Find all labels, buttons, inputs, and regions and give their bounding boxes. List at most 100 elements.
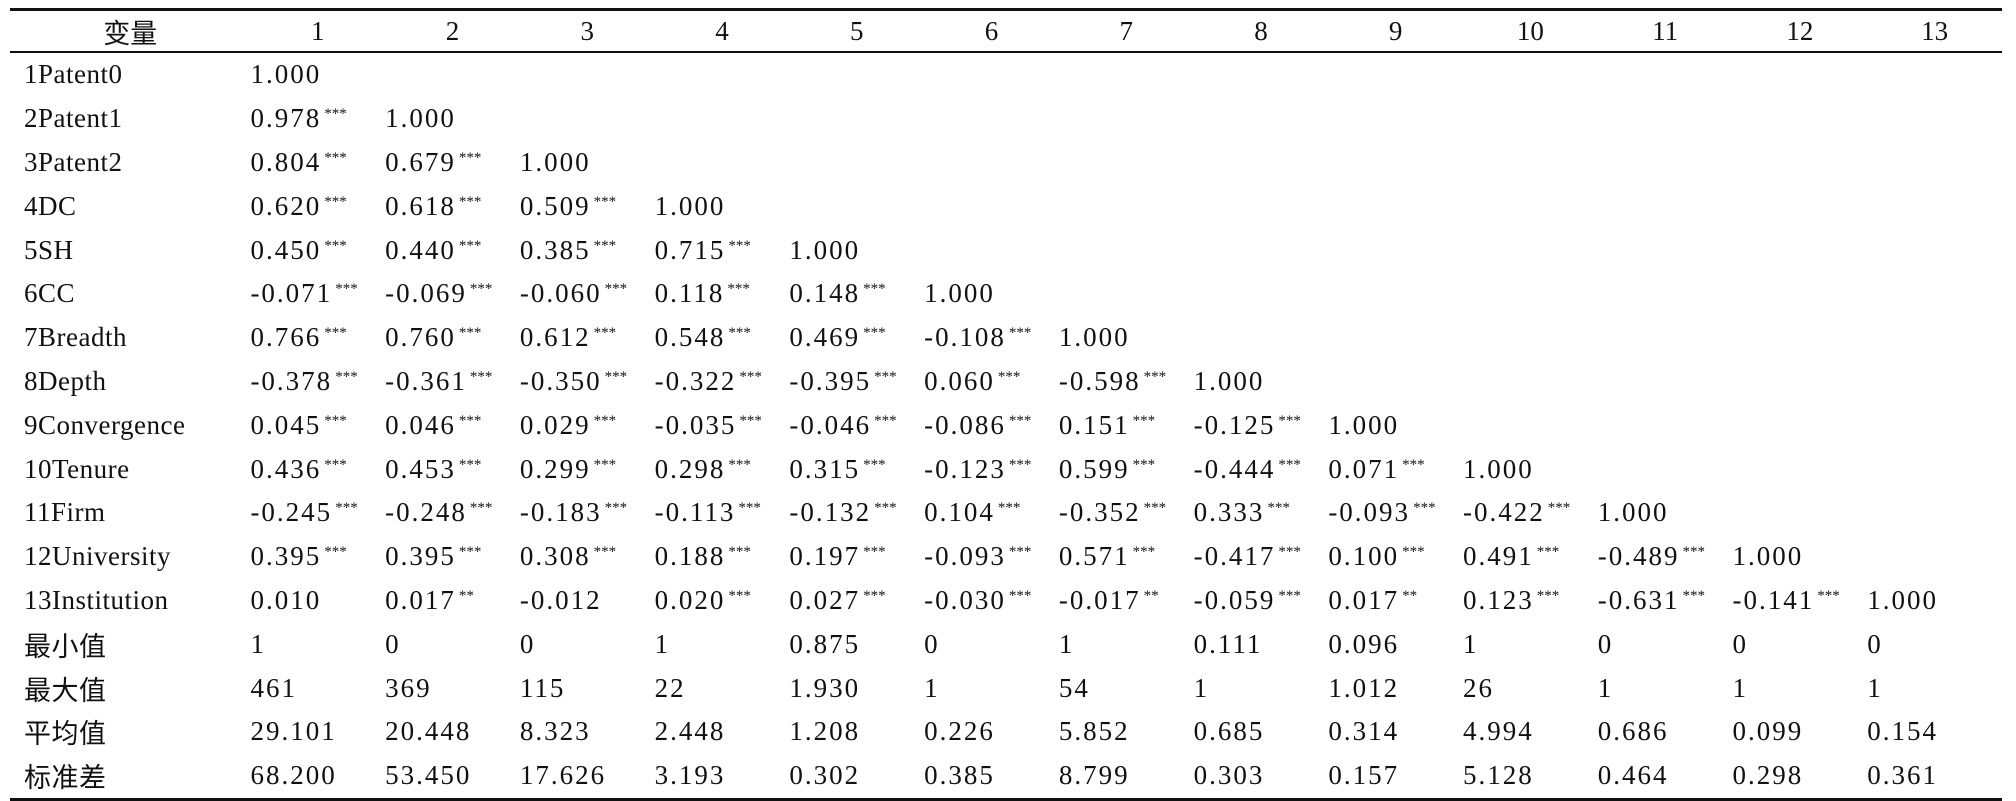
table-cell: 115 [520, 666, 655, 710]
table-cell [1867, 491, 2002, 535]
cell-value: -0.093 [1328, 497, 1411, 528]
table-cell: 0.440 *** [385, 228, 520, 272]
cell-value: -0.350 [519, 365, 602, 396]
significance-stars: *** [593, 412, 617, 429]
table-cell [1328, 184, 1463, 228]
cell-value: 0.620 [250, 190, 322, 221]
table-cell: 0.612 *** [520, 316, 655, 360]
table-cell: 1.000 [789, 228, 924, 272]
table-cell: -0.113 *** [655, 491, 790, 535]
table-cell: 0.685 [1194, 710, 1329, 754]
table-cell: 0.071 *** [1328, 447, 1463, 491]
table-cell: -0.322 *** [655, 360, 790, 404]
table-cell: 1.000 [520, 141, 655, 185]
significance-stars: *** [1008, 456, 1032, 473]
cell-value: -0.069 [385, 278, 467, 309]
table-cell: 0.875 [789, 622, 924, 666]
cell-value: 4.994 [1463, 716, 1534, 747]
cell-value: 0.299 [519, 453, 591, 484]
table-cell [789, 97, 924, 141]
cell-value: -0.248 [385, 497, 467, 528]
significance-stars: *** [1278, 587, 1301, 604]
cell-value: 0.571 [1058, 541, 1130, 572]
significance-stars: *** [874, 368, 897, 385]
cell-value: -0.071 [250, 278, 333, 309]
table-row: 最大值 461 369 115 22 1.930 1 54 1 1.012 26 1 1 1 [10, 666, 2002, 710]
table-cell [1598, 228, 1733, 272]
significance-stars: *** [728, 456, 751, 473]
table-cell: 0.017 ** [1328, 579, 1463, 623]
table-cell [1733, 97, 1868, 141]
cell-value: 0.010 [250, 584, 322, 615]
table-cell: 0.099 [1733, 710, 1868, 754]
row-label: 2Patent1 [24, 103, 123, 134]
table-cell [1598, 184, 1733, 228]
cell-value: 8.323 [519, 716, 591, 747]
cell-value: 0.302 [789, 760, 861, 791]
table-cell [789, 52, 924, 97]
significance-stars: *** [738, 500, 761, 517]
table-cell [1463, 360, 1598, 404]
significance-stars: *** [728, 544, 751, 561]
correlation-table: 变量 1 2 3 4 5 6 7 8 9 10 11 12 13 1Patent0 1.000 2Patent… [10, 8, 2002, 801]
table-cell: 369 [385, 666, 520, 710]
table-cell [924, 141, 1059, 185]
cell-value: 1 [1732, 672, 1749, 703]
table-cell [924, 228, 1059, 272]
significance-stars: *** [604, 281, 628, 298]
table-cell: 0.046 *** [385, 403, 520, 447]
table-cell [1463, 97, 1598, 141]
significance-stars: *** [1008, 587, 1032, 604]
table-cell [789, 184, 924, 228]
table-cell: -0.093 *** [1328, 491, 1463, 535]
table-cell [1328, 316, 1463, 360]
cell-value: -0.141 [1732, 584, 1815, 615]
table-row: 7Breadth 0.766 *** 0.760 *** 0.612 *** 0.548 ***… [10, 316, 2002, 360]
cell-value: 1.000 [519, 146, 591, 177]
table-cell: 1 [1194, 666, 1329, 710]
significance-stars: ** [1143, 587, 1159, 604]
cell-value: 68.200 [250, 760, 337, 791]
table-cell [385, 52, 520, 97]
table-cell [1328, 272, 1463, 316]
table-cell: -0.598 *** [1059, 360, 1194, 404]
significance-stars: *** [324, 456, 347, 473]
significance-stars: *** [335, 500, 358, 517]
row-label: 平均值 [24, 719, 107, 750]
table-cell [1059, 184, 1194, 228]
table-cell: 1.000 [655, 184, 790, 228]
table-cell: 0 [520, 622, 655, 666]
table-cell: -0.123 *** [924, 447, 1059, 491]
header-col-1: 1 [311, 15, 325, 46]
table-cell: 17.626 [520, 754, 655, 799]
table-cell: 0.017 ** [385, 579, 520, 623]
significance-stars: *** [1278, 412, 1301, 429]
table-cell: 0.303 [1194, 754, 1329, 799]
cell-value: 0.111 [1193, 628, 1263, 659]
table-cell: 1.000 [1598, 491, 1733, 535]
table-row: 11Firm -0.245 *** -0.248 *** -0.183 *** -0.113 *… [10, 491, 2002, 535]
table-cell: 1 [1867, 666, 2002, 710]
table-cell: 0.123 *** [1463, 579, 1598, 623]
table-cell [1194, 52, 1329, 97]
cell-value: 54 [1058, 672, 1090, 703]
table-row: 2Patent1 0.978 *** 1.000 [10, 97, 2002, 141]
table-cell: 0.978 *** [250, 97, 385, 141]
row-label: 4DC [24, 190, 77, 221]
table-cell [1328, 97, 1463, 141]
table-cell [1463, 272, 1598, 316]
header-col-10: 10 [1516, 15, 1544, 46]
table-header-row: 变量 1 2 3 4 5 6 7 8 9 10 11 12 13 [10, 9, 2002, 52]
cell-value: 115 [519, 672, 566, 703]
table-cell: -0.060 *** [520, 272, 655, 316]
table-cell: 0.298 *** [655, 447, 790, 491]
cell-value: 0.469 [789, 322, 861, 353]
cell-value: 0.760 [385, 322, 456, 353]
table-cell: 68.200 [250, 754, 385, 799]
significance-stars: *** [728, 325, 751, 342]
table-cell [1733, 52, 1868, 97]
cell-value: 1.000 [1193, 365, 1265, 396]
table-cell: 0.766 *** [250, 316, 385, 360]
significance-stars: *** [324, 237, 347, 254]
table-cell [1598, 403, 1733, 447]
